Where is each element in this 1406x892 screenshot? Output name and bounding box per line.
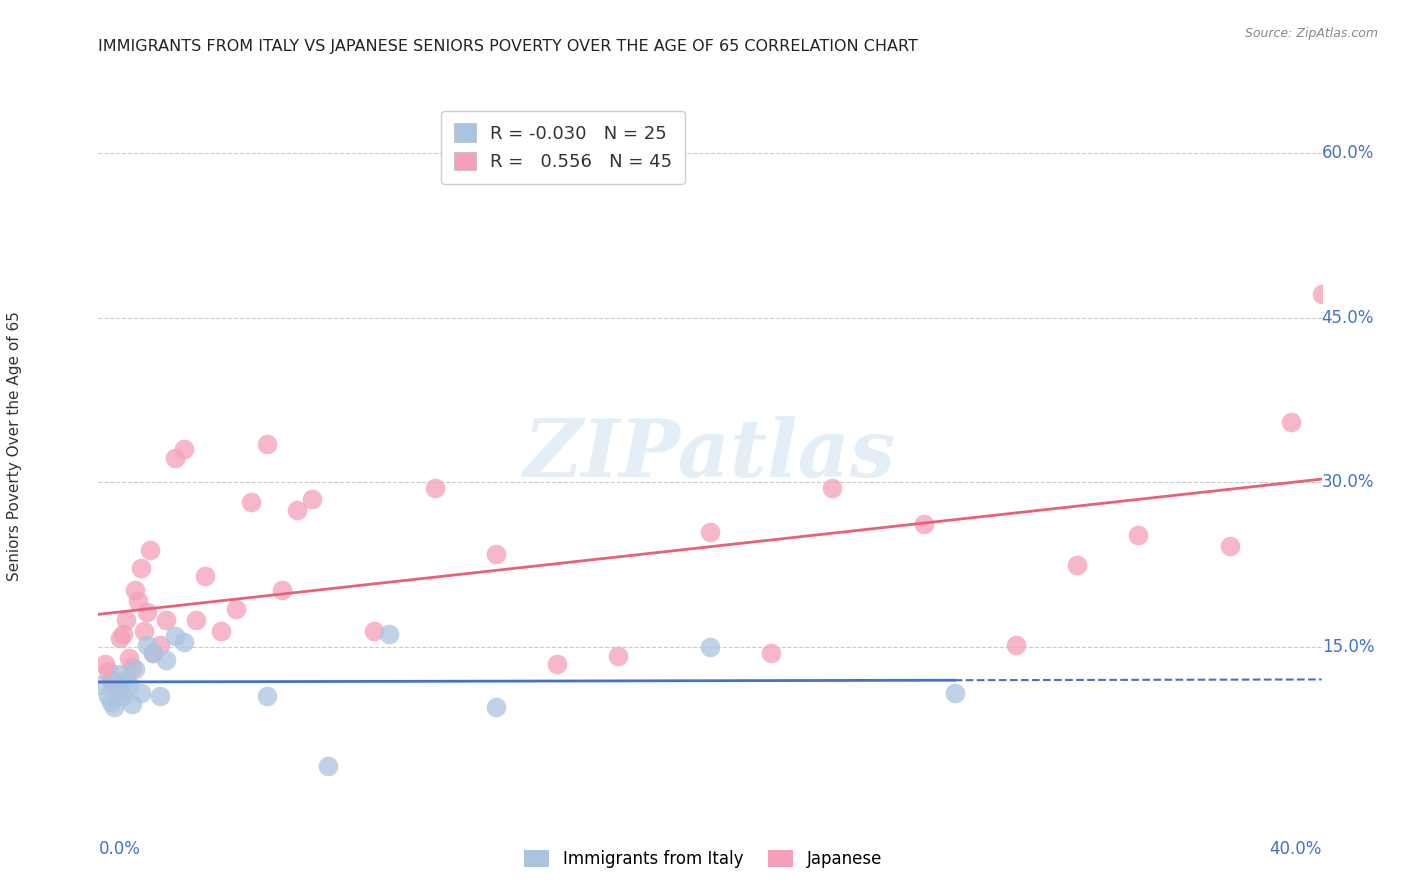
Point xyxy=(485,547,508,561)
Text: Seniors Poverty Over the Age of 65: Seniors Poverty Over the Age of 65 xyxy=(7,311,21,581)
Point xyxy=(173,634,195,648)
Point xyxy=(93,657,115,671)
Point xyxy=(240,495,263,509)
Point xyxy=(108,684,131,698)
Point xyxy=(1279,415,1302,429)
Point xyxy=(163,451,186,466)
Point xyxy=(118,651,141,665)
Point xyxy=(1310,286,1333,301)
Point xyxy=(134,624,156,638)
Point xyxy=(149,690,172,704)
Point xyxy=(943,686,966,700)
Point xyxy=(142,646,165,660)
Point xyxy=(97,690,120,704)
Point xyxy=(103,675,125,690)
Text: IMMIGRANTS FROM ITALY VS JAPANESE SENIORS POVERTY OVER THE AGE OF 65 CORRELATION: IMMIGRANTS FROM ITALY VS JAPANESE SENIOR… xyxy=(98,38,918,54)
Legend: R = -0.030   N = 25, R =   0.556   N = 45: R = -0.030 N = 25, R = 0.556 N = 45 xyxy=(441,111,685,184)
Legend: Immigrants from Italy, Japanese: Immigrants from Italy, Japanese xyxy=(517,843,889,875)
Point xyxy=(546,657,568,671)
Point xyxy=(1066,558,1088,572)
Point xyxy=(105,681,128,696)
Point xyxy=(209,624,232,638)
Point xyxy=(186,613,208,627)
Point xyxy=(105,675,128,690)
Point xyxy=(285,503,308,517)
Text: ZIPatlas: ZIPatlas xyxy=(524,417,896,493)
Point xyxy=(97,664,120,678)
Point xyxy=(270,582,292,597)
Point xyxy=(225,601,247,615)
Point xyxy=(155,613,177,627)
Point xyxy=(121,697,143,711)
Point xyxy=(378,627,401,641)
Point xyxy=(363,624,385,638)
Point xyxy=(111,690,134,704)
Text: 15.0%: 15.0% xyxy=(1322,638,1374,656)
Point xyxy=(100,673,122,687)
Text: 60.0%: 60.0% xyxy=(1322,144,1374,162)
Point xyxy=(108,667,131,681)
Point xyxy=(115,613,138,627)
Point xyxy=(316,758,339,772)
Point xyxy=(121,660,143,674)
Text: Source: ZipAtlas.com: Source: ZipAtlas.com xyxy=(1244,27,1378,40)
Point xyxy=(90,678,112,692)
Point xyxy=(127,594,149,608)
Point xyxy=(149,638,172,652)
Point xyxy=(124,662,146,676)
Text: 0.0%: 0.0% xyxy=(98,840,141,858)
Point xyxy=(118,678,141,692)
Point xyxy=(1219,539,1241,553)
Point xyxy=(129,686,152,700)
Point xyxy=(142,646,165,660)
Point xyxy=(194,568,217,582)
Point xyxy=(108,632,131,646)
Point xyxy=(155,653,177,667)
Point xyxy=(821,481,844,495)
Point xyxy=(699,524,721,539)
Point xyxy=(256,437,278,451)
Point xyxy=(256,690,278,704)
Point xyxy=(759,646,782,660)
Point xyxy=(163,629,186,643)
Point xyxy=(423,481,446,495)
Text: 30.0%: 30.0% xyxy=(1322,474,1374,491)
Point xyxy=(115,673,138,687)
Point xyxy=(124,582,146,597)
Text: 45.0%: 45.0% xyxy=(1322,309,1374,326)
Text: 40.0%: 40.0% xyxy=(1270,840,1322,858)
Point xyxy=(607,648,630,663)
Point xyxy=(136,605,159,619)
Point xyxy=(699,640,721,654)
Point xyxy=(1128,528,1150,542)
Point xyxy=(1004,638,1026,652)
Point xyxy=(111,627,134,641)
Point xyxy=(103,700,125,714)
Point xyxy=(136,638,159,652)
Point xyxy=(173,442,195,457)
Point xyxy=(485,700,508,714)
Point xyxy=(912,517,935,532)
Point xyxy=(100,695,122,709)
Point xyxy=(301,491,323,506)
Point xyxy=(139,543,162,558)
Point xyxy=(129,561,152,575)
